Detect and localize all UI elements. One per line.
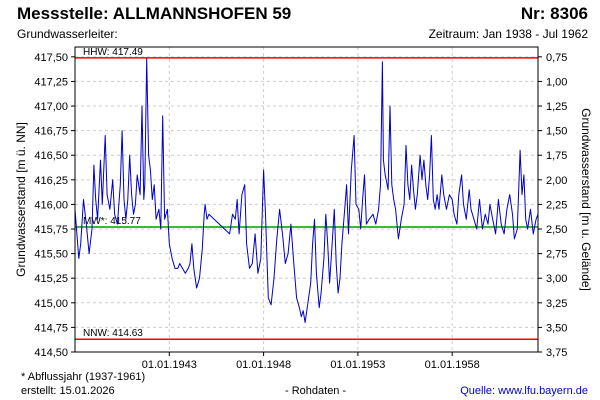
axis-layer: 417,50 417,25 417,00 416,75 416,50 416,25 416,… [34, 52, 567, 371]
aquifer-label: Grundwasserleiter: [17, 27, 118, 41]
y-tick-label: 417,00 [34, 101, 68, 113]
y2-tick-label: 3,75 [546, 347, 567, 359]
x-tick-label: 01.01.1958 [425, 359, 480, 371]
source-link[interactable]: Quelle: www.lfu.bayern.de [460, 385, 588, 397]
y2-tick-label: 2,25 [546, 199, 567, 211]
period-label: Zeitraum: Jan 1938 - Jul 1962 [428, 27, 588, 41]
x-tick-label: 01.01.1953 [330, 359, 385, 371]
series-layer [74, 58, 539, 323]
x-tick-label: 01.01.1943 [142, 359, 197, 371]
y-tick-label: 415,75 [34, 224, 68, 236]
reference-label-mw: MW*: 415.77 [83, 216, 141, 227]
station-number: Nr: 8306 [520, 4, 588, 23]
y2-tick-label: 1,75 [546, 150, 567, 162]
y-tick-label: 414,50 [34, 347, 68, 359]
y2-tick-label: 2,00 [546, 175, 567, 187]
y-tick-label: 416,75 [34, 126, 68, 138]
y2-tick-label: 3,25 [546, 298, 567, 310]
series-line-groundwater [74, 58, 539, 323]
y2-tick-label: 1,00 [546, 76, 567, 88]
y2-tick-label: 1,25 [546, 101, 567, 113]
y2-axis-label: Grundwasserstand [m u. Gelände] [579, 108, 593, 291]
raw-data-label: - Rohdaten - [285, 385, 347, 397]
y-tick-label: 415,00 [34, 298, 68, 310]
y2-tick-label: 2,50 [546, 224, 567, 236]
y2-tick-label: 0,75 [546, 52, 567, 64]
y-tick-label: 417,25 [34, 76, 68, 88]
y-tick-label: 416,25 [34, 175, 68, 187]
y2-tick-label: 2,75 [546, 249, 567, 261]
y-tick-label: 415,25 [34, 273, 68, 285]
y-tick-label: 416,50 [34, 150, 68, 162]
station-title: Messstelle: ALLMANNSHOFEN 59 [17, 4, 292, 23]
reference-label-hhw: HHW: 417.49 [83, 47, 143, 58]
y2-tick-label: 3,50 [546, 322, 567, 334]
y2-tick-label: 1,50 [546, 126, 567, 138]
plot-frame [74, 46, 539, 353]
x-tick-label: 01.01.1948 [236, 359, 291, 371]
y-tick-label: 415,50 [34, 249, 68, 261]
y-tick-label: 417,50 [34, 52, 68, 64]
footnote: * Abflussjahr (1937-1961) [21, 371, 146, 383]
y-axis-label: Grundwasserstand [m ü. NN] [14, 122, 28, 277]
created-date: erstellt: 15.01.2026 [21, 385, 115, 397]
y-tick-label: 416,00 [34, 199, 68, 211]
reference-lines-layer: HHW: 417.49 MW*: 415.77 NNW: 414.63 [75, 47, 538, 340]
y2-tick-label: 3,00 [546, 273, 567, 285]
y-tick-label: 414,75 [34, 322, 68, 334]
reference-label-nnw: NNW: 414.63 [83, 328, 143, 339]
